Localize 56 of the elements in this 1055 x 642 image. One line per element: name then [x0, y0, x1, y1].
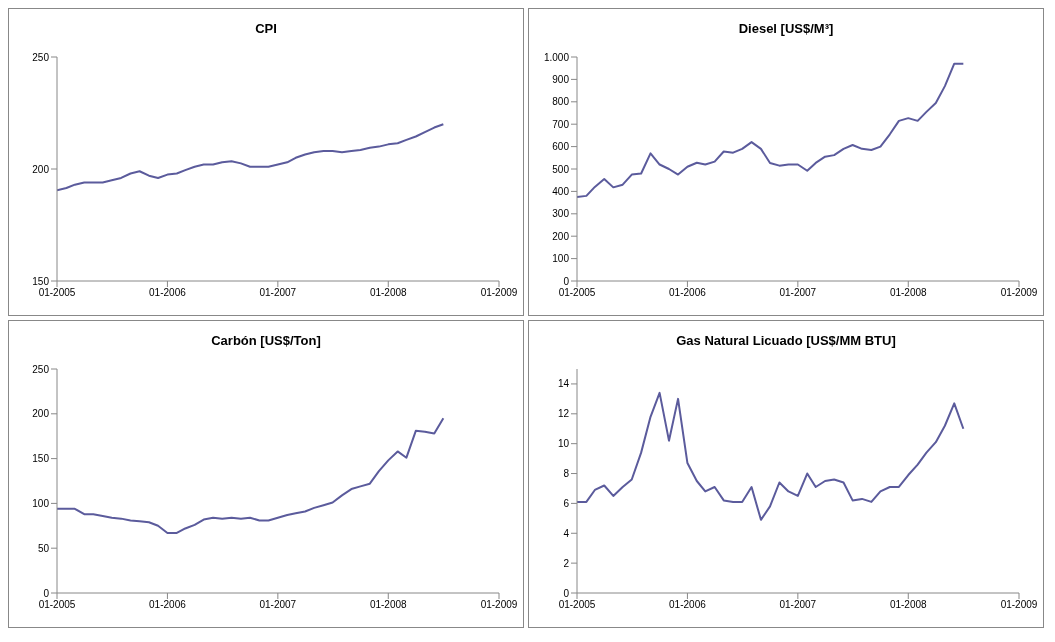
x-tick-label: 01-2009: [480, 287, 518, 299]
y-tick-label: 900: [552, 73, 570, 85]
y-tick-label: 0: [563, 587, 570, 599]
y-tick-label: 8: [563, 468, 570, 480]
x-tick-label: 01-2009: [1000, 287, 1038, 299]
x-tick-label: 01-2009: [1000, 599, 1038, 611]
y-tick-label: 200: [32, 163, 50, 175]
x-tick-label: 01-2005: [38, 287, 76, 299]
y-tick-label: 250: [32, 363, 50, 375]
y-tick-label: 150: [32, 275, 50, 287]
y-tick-label: 1.000: [543, 51, 570, 63]
x-tick-label: 01-2005: [558, 287, 596, 299]
x-tick-label: 01-2006: [149, 599, 187, 611]
x-tick-label: 01-2007: [779, 599, 817, 611]
y-tick-label: 12: [557, 408, 570, 420]
x-tick-label: 01-2008: [369, 287, 408, 299]
y-tick-label: 0: [563, 275, 570, 287]
y-tick-label: 250: [32, 51, 50, 63]
y-tick-label: 500: [552, 163, 570, 175]
chart-title: Carbón [US$/Ton]: [210, 333, 322, 350]
chart-title: CPI: [254, 21, 278, 38]
x-tick-label: 01-2008: [369, 599, 408, 611]
y-tick-label: 14: [557, 378, 570, 390]
x-tick-label: 01-2008: [889, 287, 928, 299]
y-tick-label: 10: [557, 438, 570, 450]
y-tick-label: 50: [37, 542, 50, 554]
y-tick-label: 200: [32, 408, 50, 420]
y-tick-label: 600: [552, 141, 570, 153]
line-series: [577, 391, 965, 521]
y-tick-label: 150: [32, 453, 50, 465]
x-tick-label: 01-2007: [259, 599, 297, 611]
y-tick-label: 400: [552, 185, 570, 197]
x-tick-label: 01-2009: [480, 599, 518, 611]
line-series: [577, 62, 965, 198]
y-tick-label: 4: [563, 527, 570, 539]
y-tick-label: 2: [563, 557, 570, 569]
x-tick-label: 01-2007: [779, 287, 817, 299]
x-tick-label: 01-2005: [38, 599, 76, 611]
y-tick-label: 300: [552, 208, 570, 220]
chart-title: Diesel [US$/M³]: [737, 21, 835, 38]
x-tick-label: 01-2005: [558, 599, 596, 611]
y-tick-label: 700: [552, 118, 570, 130]
line-series: [57, 123, 445, 192]
x-tick-label: 01-2007: [259, 287, 297, 299]
y-tick-label: 100: [552, 253, 570, 265]
x-tick-label: 01-2006: [149, 287, 187, 299]
line-series: [57, 417, 445, 534]
y-tick-label: 800: [552, 96, 570, 108]
y-tick-label: 0: [43, 587, 50, 599]
y-tick-label: 6: [563, 497, 570, 509]
chart-title: Gas Natural Licuado [US$/MM BTU]: [675, 333, 897, 350]
x-tick-label: 01-2006: [669, 287, 707, 299]
y-tick-label: 100: [32, 497, 50, 509]
y-tick-label: 200: [552, 230, 570, 242]
x-tick-label: 01-2008: [889, 599, 928, 611]
x-tick-label: 01-2006: [669, 599, 707, 611]
